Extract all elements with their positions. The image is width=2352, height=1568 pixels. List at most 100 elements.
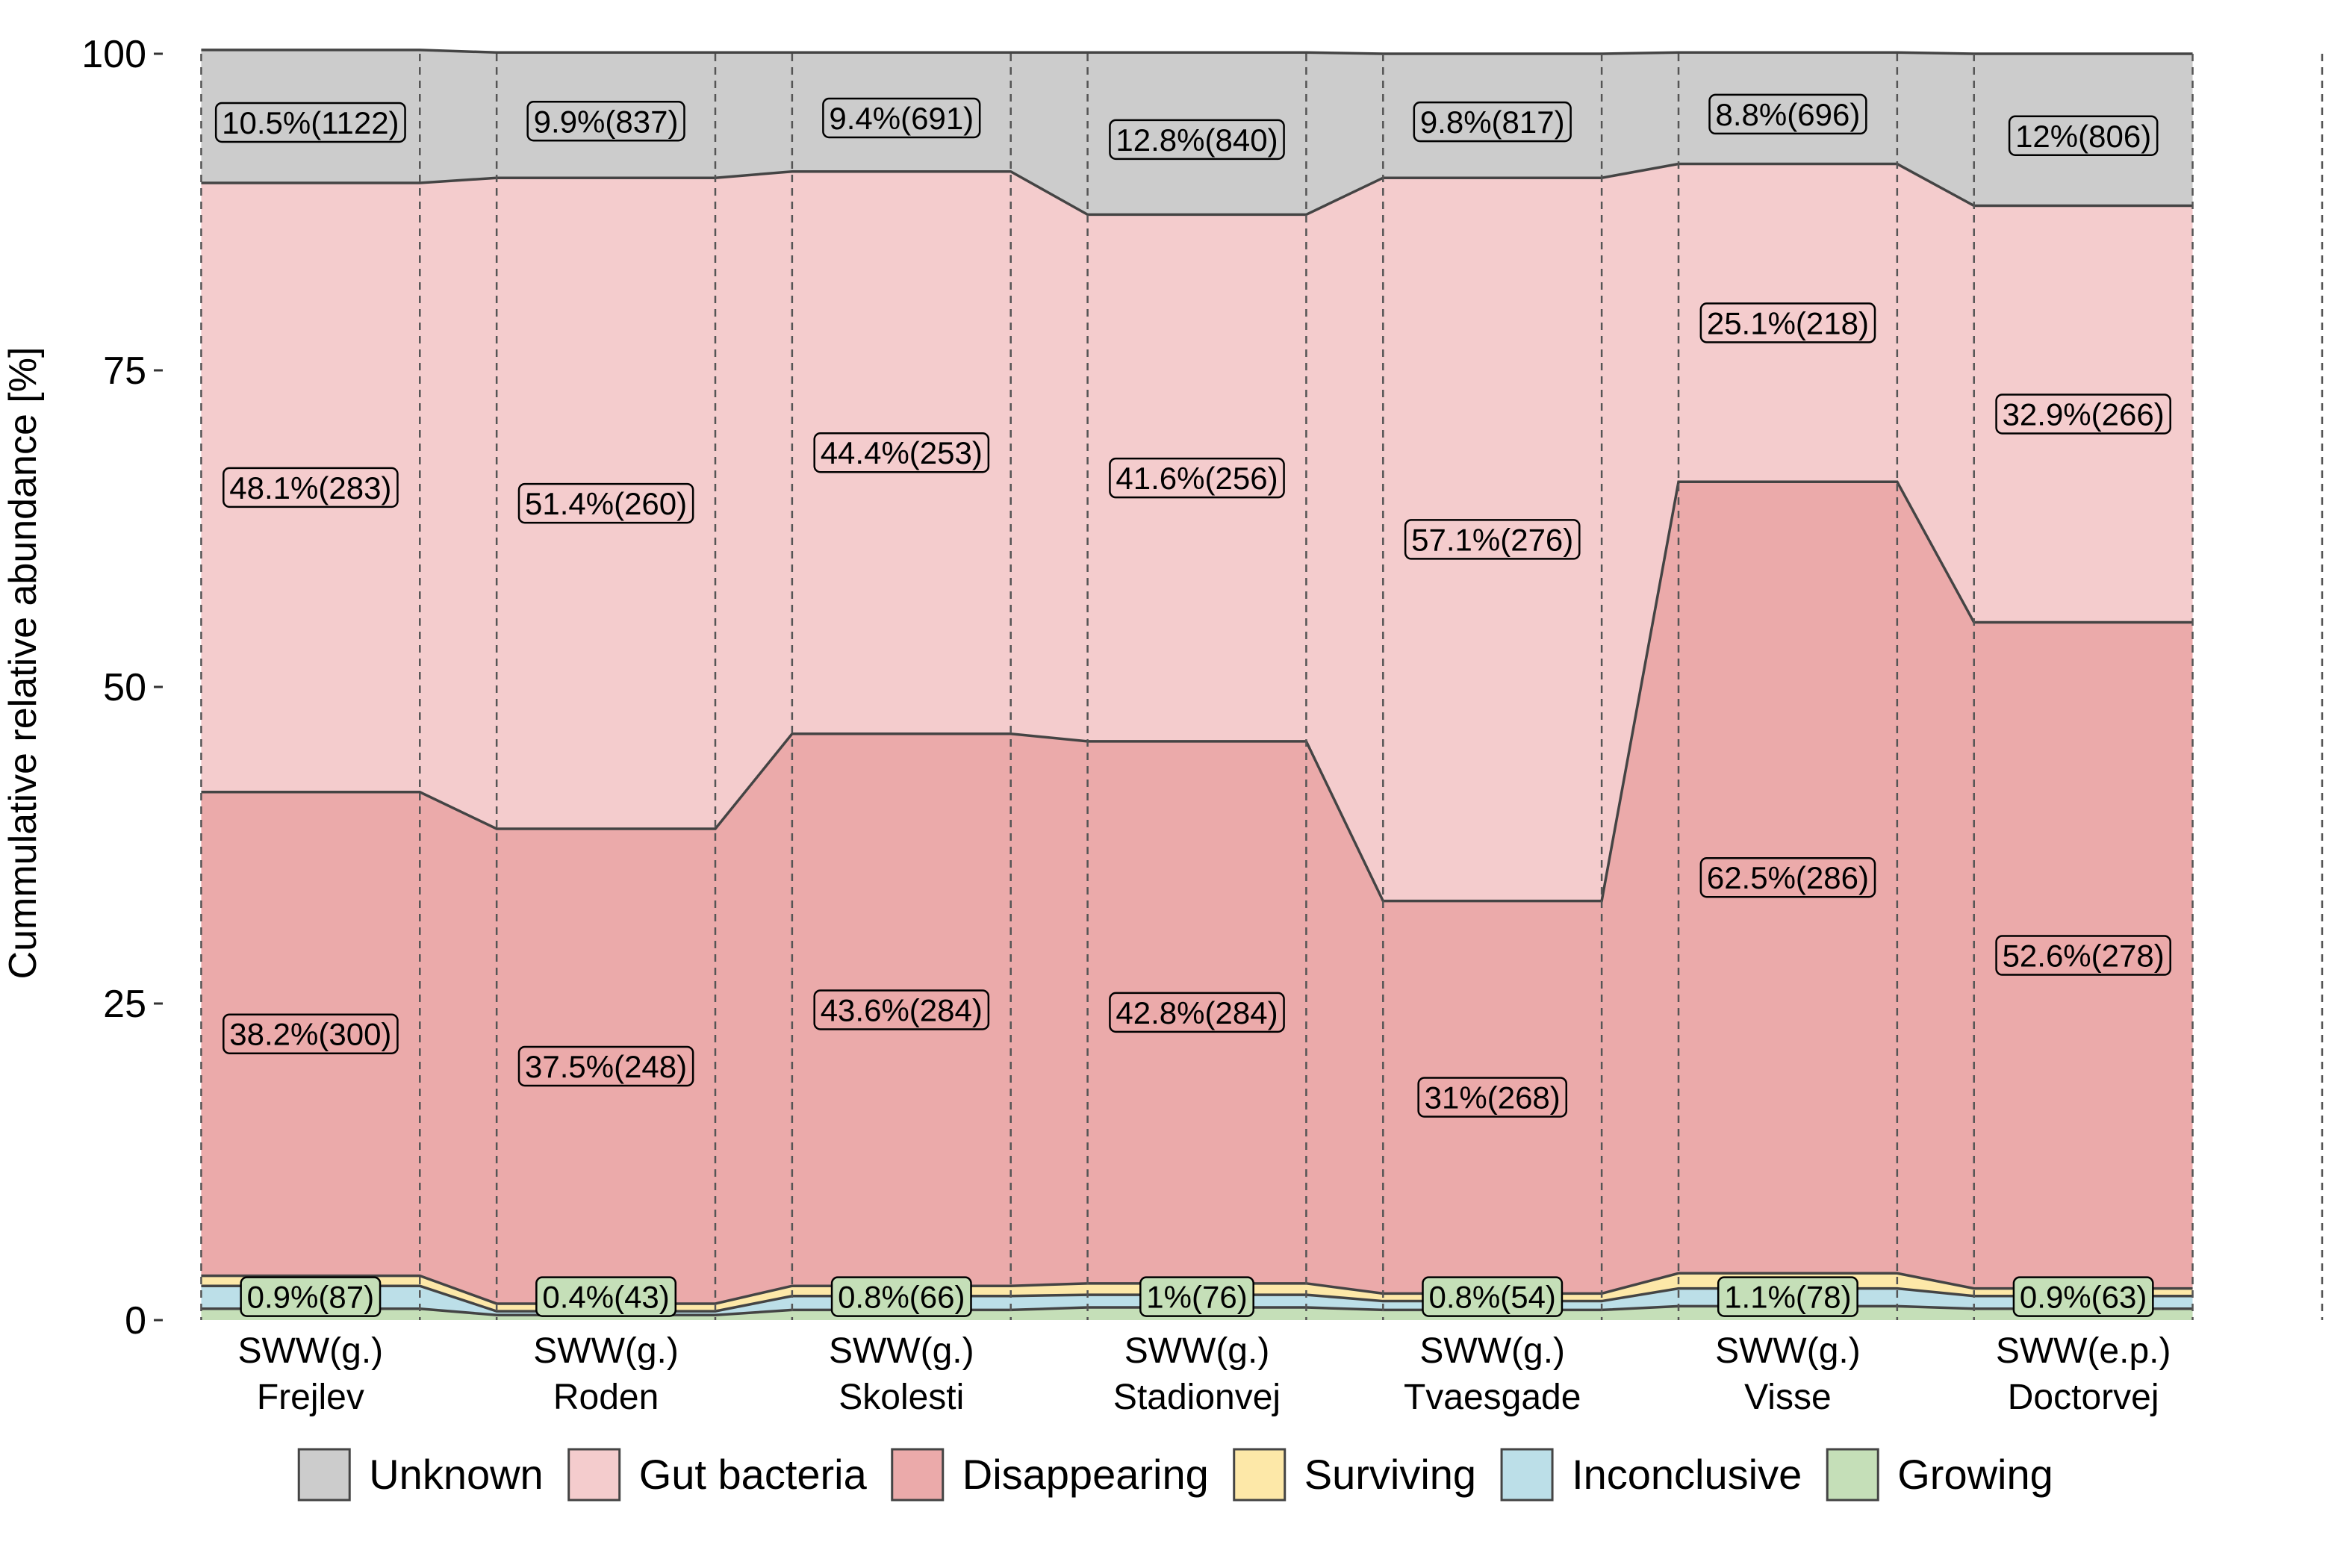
legend-label-unknown: Unknown xyxy=(369,1451,543,1498)
x-label-0: SWW(g.) Frejlev xyxy=(238,1331,384,1417)
data-label-disappearing-3: 42.8%(284) xyxy=(1109,992,1285,1033)
data-label-growing-4: 0.8%(54) xyxy=(1422,1276,1564,1317)
legend-swatch-gut-bacteria xyxy=(567,1448,621,1502)
data-label-box xyxy=(813,432,990,473)
y-axis: 0 25 50 75 100 xyxy=(81,33,163,1343)
data-label-disappearing-5: 62.5%(286) xyxy=(1699,856,1876,898)
data-label-box xyxy=(1699,856,1876,898)
data-label-box xyxy=(223,1013,399,1054)
data-label-box xyxy=(517,1045,694,1087)
y-axis-title: Cummulative relative abundance [%] xyxy=(1,347,45,980)
data-label-box xyxy=(1417,1077,1568,1118)
data-label-box xyxy=(813,989,990,1030)
legend-label-surviving: Surviving xyxy=(1304,1451,1476,1498)
data-label-box xyxy=(1699,302,1876,343)
data-label-unknown-2: 9.4%(691) xyxy=(822,97,981,139)
x-label-line: SWW(g.) xyxy=(1715,1331,1861,1371)
data-label-text: 57.1%(276) xyxy=(1411,522,1573,557)
data-label-text: 25.1%(218) xyxy=(1707,305,1869,340)
boundary-line-unknown xyxy=(201,49,2193,55)
data-label-unknown-0: 10.5%(1122) xyxy=(214,102,406,143)
data-label-text: 43.6%(284) xyxy=(821,992,983,1027)
data-label-growing-1: 0.4%(43) xyxy=(535,1276,677,1317)
legend-item-inconclusive: Inconclusive xyxy=(1500,1448,1802,1502)
data-label-text: 8.8%(696) xyxy=(1716,97,1861,132)
data-label-box xyxy=(214,102,406,143)
legend-item-surviving: Surviving xyxy=(1233,1448,1476,1502)
data-label-gut-bacteria-6: 32.9%(266) xyxy=(1995,393,2171,435)
x-label-line: SWW(g.) xyxy=(829,1331,974,1371)
data-label-text: 31%(268) xyxy=(1425,1080,1561,1116)
x-label-line: SWW(g.) xyxy=(533,1331,679,1371)
legend-label-growing: Growing xyxy=(1897,1451,2053,1498)
data-label-text: 62.5%(286) xyxy=(1707,860,1869,895)
y-tick-label-25: 25 xyxy=(103,983,146,1026)
y-tick-label-0: 0 xyxy=(125,1299,146,1343)
data-label-gut-bacteria-0: 48.1%(283) xyxy=(223,467,399,508)
data-label-text: 0.9%(87) xyxy=(247,1280,374,1315)
data-label-text: 44.4%(253) xyxy=(821,435,983,470)
data-label-box xyxy=(830,1276,972,1317)
x-label-line: SWW(e.p.) xyxy=(1996,1331,2171,1371)
data-label-text: 42.8%(284) xyxy=(1116,995,1278,1030)
area-layer xyxy=(201,49,2193,1320)
data-label-gut-bacteria-4: 57.1%(276) xyxy=(1404,519,1581,560)
data-label-gut-bacteria-1: 51.4%(260) xyxy=(517,482,694,524)
data-label-gut-bacteria-3: 41.6%(256) xyxy=(1109,457,1285,499)
data-label-growing-3: 1%(76) xyxy=(1139,1276,1254,1317)
x-label-1: SWW(g.) Roden xyxy=(533,1331,679,1417)
y-tick-label-50: 50 xyxy=(103,666,146,709)
x-label-4: SWW(g.) Tvaesgade xyxy=(1404,1331,1581,1417)
data-label-text: 41.6%(256) xyxy=(1116,461,1278,496)
legend-swatch-disappearing xyxy=(891,1448,945,1502)
data-label-text: 38.2%(300) xyxy=(229,1017,391,1052)
data-label-text: 12%(806) xyxy=(2015,119,2151,154)
boundary-line-disappearing xyxy=(201,480,2193,903)
legend-swatch-growing xyxy=(1826,1448,1879,1502)
data-label-box xyxy=(1708,93,1867,135)
data-label-text: 0.9%(63) xyxy=(2020,1280,2147,1315)
data-label-text: 1%(76) xyxy=(1146,1280,1247,1315)
y-tick-label-75: 75 xyxy=(103,349,146,393)
legend: Unknown Gut bacteria Disappearing Surviving… xyxy=(297,1448,2053,1502)
sample-divider-lines xyxy=(200,54,2324,1320)
data-label-text: 0.8%(54) xyxy=(1429,1280,1556,1315)
x-label-line: SWW(g.) xyxy=(238,1331,384,1371)
x-label-line: SWW(g.) xyxy=(1419,1331,1565,1371)
data-label-text: 9.4%(691) xyxy=(829,101,974,136)
data-label-unknown-3: 12.8%(840) xyxy=(1109,119,1285,161)
data-label-text: 48.1%(283) xyxy=(229,470,391,505)
x-label-6: SWW(e.p.) Doctorvej xyxy=(1996,1331,2171,1417)
legend-swatch-surviving xyxy=(1233,1448,1287,1502)
data-label-text: 52.6%(278) xyxy=(2003,939,2165,974)
x-label-line: SWW(g.) xyxy=(1124,1331,1270,1371)
data-label-box xyxy=(1422,1276,1564,1317)
data-label-disappearing-6: 52.6%(278) xyxy=(1995,935,2171,976)
legend-swatch-inconclusive xyxy=(1500,1448,1554,1502)
data-labels: 0.9%(87) 0.4%(43) 0.8%(66) 1%(76) 0.8%(54) 1.… xyxy=(214,93,2171,1317)
data-label-box xyxy=(240,1276,382,1317)
data-label-text: 9.8%(817) xyxy=(1420,105,1565,140)
data-label-text: 1.1%(78) xyxy=(1724,1280,1851,1315)
data-label-text: 32.9%(266) xyxy=(2003,397,2165,432)
data-label-unknown-5: 8.8%(696) xyxy=(1708,93,1867,135)
data-label-box xyxy=(517,482,694,524)
data-label-text: 9.9%(837) xyxy=(534,104,679,139)
data-label-text: 10.5%(1122) xyxy=(222,105,399,140)
data-label-box xyxy=(1404,519,1581,560)
data-label-growing-2: 0.8%(66) xyxy=(830,1276,972,1317)
boundary-line-gut-bacteria xyxy=(201,162,2193,217)
x-axis-labels: SWW(g.) Frejlev SWW(g.) Roden SWW(g.) Skolest… xyxy=(238,1331,2171,1417)
data-label-box xyxy=(1995,393,2171,435)
data-label-text: 51.4%(260) xyxy=(525,486,687,521)
data-label-gut-bacteria-5: 25.1%(218) xyxy=(1699,302,1876,343)
data-label-disappearing-4: 31%(268) xyxy=(1417,1077,1568,1118)
data-label-box xyxy=(2012,1276,2154,1317)
area-gut-bacteria xyxy=(201,164,2193,901)
x-label-3: SWW(g.) Stadionvej xyxy=(1113,1331,1281,1417)
data-label-growing-0: 0.9%(87) xyxy=(240,1276,382,1317)
legend-item-growing: Growing xyxy=(1826,1448,2053,1502)
legend-item-unknown: Unknown xyxy=(297,1448,544,1502)
legend-label-gut-bacteria: Gut bacteria xyxy=(639,1451,868,1498)
